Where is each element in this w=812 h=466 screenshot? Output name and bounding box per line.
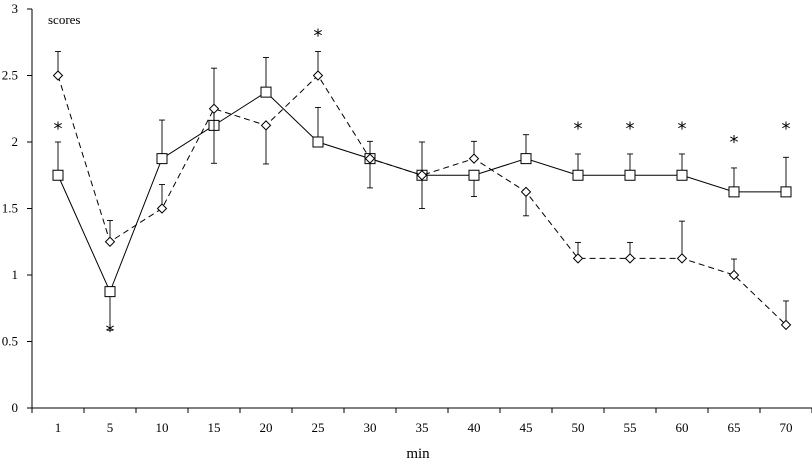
significance-star: * [678, 119, 687, 140]
data-point-diamond [416, 170, 428, 181]
y-tick-label: 2.5 [2, 68, 18, 83]
x-tick-label: 60 [676, 420, 689, 435]
data-point-square [468, 169, 480, 181]
data-point-square [624, 169, 636, 181]
data-point-diamond [624, 253, 636, 264]
x-tick-label: 50 [572, 420, 585, 435]
x-axis-title: min [406, 446, 430, 462]
y-axis-title: scores [48, 12, 81, 27]
y-tick-label: 1.5 [2, 201, 18, 216]
data-point-square [52, 169, 64, 181]
data-point-square [312, 136, 324, 148]
data-point-diamond [52, 70, 64, 81]
x-tick-label: 1 [55, 420, 62, 435]
significance-star: * [54, 119, 63, 140]
y-tick-label: 3 [12, 1, 19, 16]
significance-star: * [730, 132, 739, 153]
x-tick-label: 5 [107, 420, 114, 435]
significance-star: * [626, 119, 635, 140]
data-point-square [780, 186, 792, 198]
y-tick-label: 1 [12, 267, 19, 282]
data-point-square [676, 169, 688, 181]
series-layer [52, 51, 792, 331]
significance-star: * [782, 119, 791, 140]
data-point-diamond [728, 269, 740, 281]
data-point-square [728, 186, 740, 198]
significance-markers: * * * * * * * * [54, 26, 791, 342]
x-tick-label: 25 [312, 420, 325, 435]
x-tick-label: 55 [624, 420, 637, 435]
x-tick-label: 15 [208, 420, 221, 435]
significance-star: * [314, 26, 323, 47]
y-tick-label: 2 [12, 134, 19, 149]
x-tick-label: 10 [156, 420, 169, 435]
data-point-square [104, 286, 116, 298]
data-point-diamond [572, 253, 584, 264]
x-tick-label: 35 [416, 420, 429, 435]
data-point-square [156, 153, 168, 165]
data-point-diamond [208, 103, 220, 114]
x-tick-label: 30 [364, 420, 377, 435]
data-point-diamond [260, 120, 272, 131]
significance-star: * [574, 119, 583, 140]
y-tick-label: 0 [12, 400, 19, 415]
series-diamond [52, 51, 792, 331]
y-tick-label: 0.5 [2, 334, 18, 349]
data-point-diamond [104, 236, 116, 247]
data-point-diamond [468, 153, 480, 164]
x-tick-label: 40 [468, 420, 481, 435]
data-point-diamond [364, 153, 376, 164]
x-tick-label: 65 [728, 420, 741, 435]
data-point-diamond [312, 70, 324, 81]
axes: 00.511.522.531 5 10 15 20 25 30 35 40 45 50 55 60 65 7… [2, 1, 812, 435]
data-point-square [520, 153, 532, 165]
x-tick-label: 20 [260, 420, 273, 435]
data-point-diamond [780, 319, 792, 331]
data-point-diamond [676, 253, 688, 264]
x-tick-label: 70 [780, 420, 793, 435]
x-tick-label: 45 [520, 420, 533, 435]
data-point-diamond [520, 186, 532, 198]
significance-star: * [106, 321, 115, 342]
data-point-diamond [156, 203, 168, 214]
series-line [57, 74, 787, 326]
data-point-square [572, 169, 584, 181]
data-point-square [260, 86, 272, 98]
